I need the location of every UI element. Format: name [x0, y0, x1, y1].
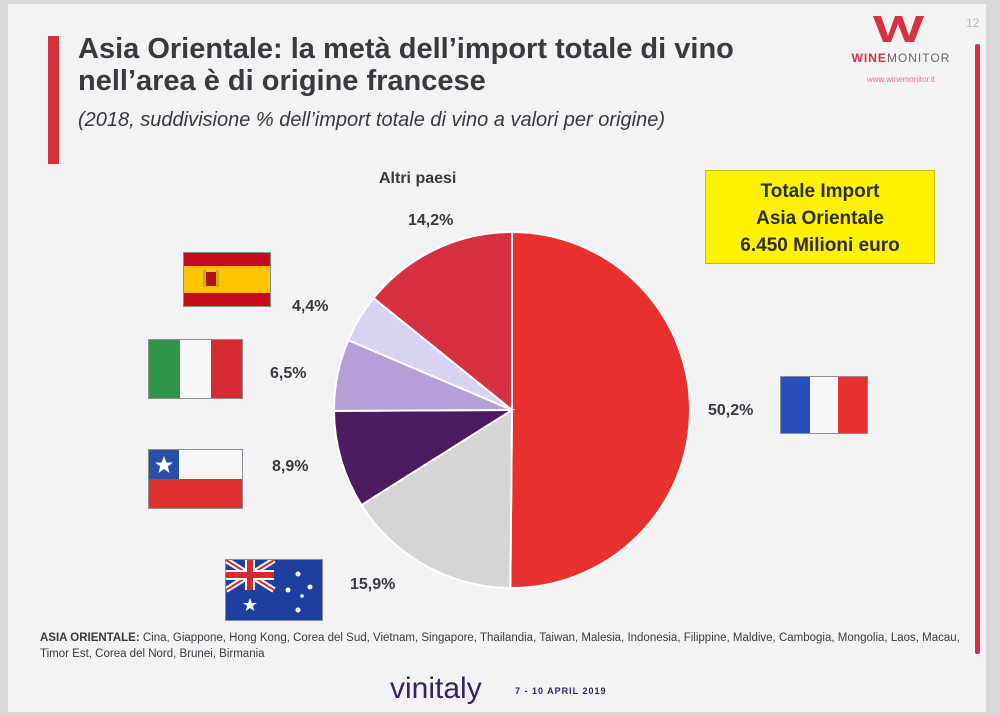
slide-subtitle: (2018, suddivisione % dell’import totale…: [78, 109, 665, 131]
logo-url: www.winemonitor.it: [866, 75, 936, 84]
slide: 12 Asia Orientale: la metà dell’import t…: [8, 4, 986, 712]
winemonitor-logo-icon: [873, 16, 924, 42]
italy-flag: [148, 339, 243, 399]
pct-label-france: 50,2%: [708, 402, 754, 419]
pct-label-italy: 6,5%: [270, 365, 307, 382]
event-dates: 7 - 10 APRIL 2019: [515, 686, 607, 696]
pie-slice-australia: [360, 408, 514, 590]
pct-label-australia: 15,9%: [350, 576, 396, 593]
footnote: ASIA ORIENTALE: Cina, Giappone, Hong Kon…: [40, 630, 970, 662]
france-flag: [780, 376, 868, 434]
australia-flag: [225, 559, 323, 621]
logo-wordmark: WINEMONITOR: [836, 51, 966, 65]
total-line-3: 6.450 Milioni euro: [740, 235, 900, 256]
pie-chart: [332, 230, 691, 590]
title-accent-bar: [48, 36, 59, 164]
slide-edge-accent: [975, 44, 980, 654]
pct-label-other: 14,2%: [408, 212, 454, 229]
page-number: 12: [966, 16, 980, 30]
total-import-box: Totale Import Asia Orientale 6.450 Milio…: [705, 170, 935, 264]
pie-slice-francia: [509, 230, 691, 589]
pie-slice-altri-paesi: [372, 230, 513, 413]
spain-flag: [183, 252, 271, 307]
slide-title: Asia Orientale: la metà dell’import tota…: [78, 33, 734, 97]
chile-flag: [148, 449, 243, 509]
footnote-text: Cina, Giappone, Hong Kong, Corea del Sud…: [40, 632, 960, 660]
vinitaly-logo: vinitaly: [390, 672, 482, 705]
pct-label-spain: 4,4%: [292, 298, 329, 315]
total-line-1: Totale Import: [760, 181, 880, 202]
winemonitor-logo: WINEMONITOR www.winemonitor.it: [836, 14, 966, 89]
category-label-other: Altri paesi: [379, 170, 457, 187]
pct-label-chile: 8,9%: [272, 458, 309, 475]
logo-wordmark-part2: MONITOR: [886, 51, 951, 65]
pie-slice-cile: [332, 408, 516, 507]
logo-wordmark-part1: WINE: [851, 51, 887, 65]
total-line-2: Asia Orientale: [756, 208, 884, 229]
footnote-label: ASIA ORIENTALE:: [40, 632, 140, 644]
